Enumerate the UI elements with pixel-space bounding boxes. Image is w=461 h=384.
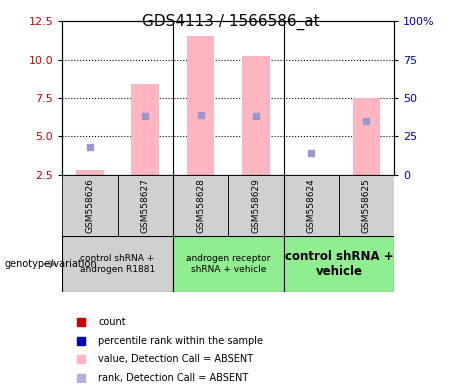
Bar xyxy=(228,175,284,236)
Bar xyxy=(118,175,173,236)
Text: GSM558628: GSM558628 xyxy=(196,178,205,233)
Text: count: count xyxy=(98,317,126,327)
Bar xyxy=(297,175,325,176)
Text: GSM558629: GSM558629 xyxy=(251,178,260,233)
Bar xyxy=(187,36,214,175)
Bar xyxy=(76,170,104,175)
Text: control shRNA +
vehicle: control shRNA + vehicle xyxy=(284,250,393,278)
Text: GSM558626: GSM558626 xyxy=(85,178,95,233)
Text: GDS4113 / 1566586_at: GDS4113 / 1566586_at xyxy=(142,13,319,30)
Text: GSM558624: GSM558624 xyxy=(307,178,316,233)
Text: value, Detection Call = ABSENT: value, Detection Call = ABSENT xyxy=(98,354,253,364)
Bar xyxy=(62,175,118,236)
Bar xyxy=(173,175,228,236)
Bar xyxy=(62,236,173,292)
Bar xyxy=(173,236,284,292)
Bar xyxy=(284,236,394,292)
Text: percentile rank within the sample: percentile rank within the sample xyxy=(98,336,263,346)
Bar xyxy=(242,56,270,175)
Text: control shRNA +
androgen R1881: control shRNA + androgen R1881 xyxy=(80,254,155,274)
Text: genotype/variation: genotype/variation xyxy=(5,259,97,269)
Bar xyxy=(353,98,380,175)
Text: GSM558625: GSM558625 xyxy=(362,178,371,233)
Bar xyxy=(339,175,394,236)
Bar xyxy=(131,84,159,175)
Text: GSM558627: GSM558627 xyxy=(141,178,150,233)
Bar xyxy=(284,175,339,236)
Text: androgen receptor
shRNA + vehicle: androgen receptor shRNA + vehicle xyxy=(186,254,271,274)
Text: rank, Detection Call = ABSENT: rank, Detection Call = ABSENT xyxy=(98,373,248,383)
